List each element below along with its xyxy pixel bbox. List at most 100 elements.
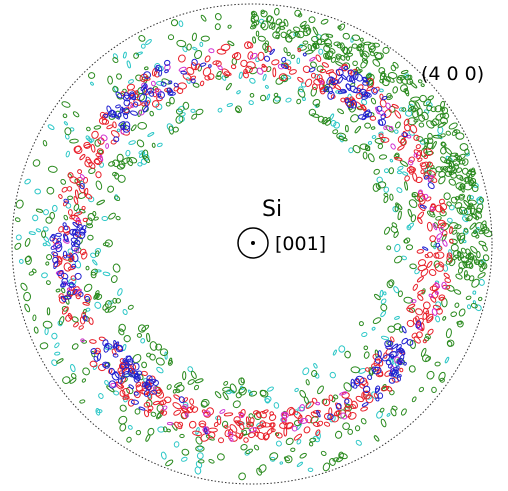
red-contour	[208, 431, 216, 439]
blue-contour	[123, 359, 130, 367]
red-contour	[397, 144, 405, 151]
green-contour	[87, 234, 94, 241]
blue-contour	[121, 366, 130, 375]
red-contour	[74, 189, 79, 200]
green-contour	[135, 429, 142, 436]
cyan-contour	[361, 99, 368, 106]
green-contour	[208, 459, 215, 464]
blue-contour	[350, 378, 355, 388]
red-contour	[188, 420, 197, 429]
green-contour	[458, 308, 466, 317]
cyan-contour	[157, 426, 165, 433]
red-contour	[427, 328, 434, 336]
green-contour	[405, 244, 414, 251]
green-contour	[347, 428, 354, 435]
red-contour	[89, 339, 97, 344]
green-contour	[149, 110, 154, 117]
green-contour	[73, 203, 80, 212]
green-contour	[470, 246, 478, 254]
red-contour	[199, 423, 206, 428]
green-contour	[172, 126, 179, 133]
green-contour	[214, 23, 221, 31]
blue-contour	[344, 98, 350, 103]
cyan-contour	[296, 57, 301, 64]
cyan-contour	[156, 142, 163, 148]
red-contour	[422, 339, 427, 344]
green-contour	[460, 247, 467, 254]
green-contour	[435, 166, 443, 173]
red-contour	[62, 225, 71, 234]
red-contour	[81, 251, 88, 260]
green-contour	[462, 158, 469, 166]
red-contour	[133, 390, 141, 399]
magenta-contour	[110, 382, 118, 388]
green-contour	[434, 105, 443, 113]
red-contour	[293, 411, 302, 420]
red-contour	[173, 409, 182, 416]
green-contour	[311, 370, 318, 377]
green-contour	[296, 98, 302, 105]
magenta-contour	[432, 223, 438, 231]
green-contour	[471, 185, 479, 192]
cyan-contour	[444, 356, 450, 364]
green-contour	[258, 464, 267, 473]
green-contour	[342, 32, 350, 40]
green-contour	[293, 26, 301, 33]
green-contour	[312, 26, 319, 36]
green-contour	[446, 201, 452, 207]
green-contour	[194, 378, 204, 384]
cyan-contour	[122, 51, 127, 59]
green-contour	[448, 122, 458, 130]
green-contour	[459, 176, 464, 182]
green-contour	[447, 340, 453, 347]
cyan-contour	[386, 413, 391, 417]
red-contour	[266, 427, 274, 435]
magenta-contour	[439, 226, 444, 234]
red-contour	[190, 62, 197, 71]
red-contour	[415, 144, 421, 150]
green-contour	[445, 328, 452, 339]
green-contour	[260, 9, 265, 14]
green-contour	[136, 332, 142, 338]
green-contour	[454, 289, 462, 295]
green-contour	[195, 436, 203, 445]
magenta-contour	[66, 287, 73, 291]
red-contour	[111, 348, 117, 356]
green-contour	[283, 456, 290, 462]
green-contour	[438, 170, 446, 178]
red-contour	[391, 103, 399, 109]
green-contour	[438, 371, 446, 382]
green-contour	[458, 234, 466, 244]
blue-contour	[204, 427, 208, 435]
green-contour	[320, 33, 329, 43]
magenta-contour	[299, 418, 304, 423]
blue-contour	[134, 373, 140, 380]
green-contour	[20, 282, 28, 291]
green-contour	[305, 379, 310, 386]
green-contour	[477, 272, 486, 279]
red-contour	[310, 72, 317, 79]
green-contour	[459, 143, 469, 151]
blue-contour	[78, 231, 86, 240]
green-contour	[118, 328, 125, 336]
green-contour	[256, 467, 263, 476]
red-contour	[347, 69, 353, 75]
green-contour	[464, 148, 470, 155]
green-contour	[386, 95, 393, 101]
red-contour	[335, 402, 342, 410]
green-contour	[215, 75, 222, 80]
red-contour	[199, 80, 205, 87]
red-contour	[366, 77, 375, 88]
green-contour	[35, 208, 44, 213]
blue-contour	[191, 58, 198, 66]
blue-contour	[82, 315, 88, 322]
green-contour	[435, 215, 442, 221]
green-contour	[241, 427, 251, 436]
cyan-contour	[465, 152, 470, 157]
green-contour	[391, 222, 398, 228]
blue-contour	[173, 82, 179, 88]
cyan-contour	[127, 425, 133, 430]
red-contour	[216, 48, 227, 55]
green-contour	[476, 203, 484, 213]
